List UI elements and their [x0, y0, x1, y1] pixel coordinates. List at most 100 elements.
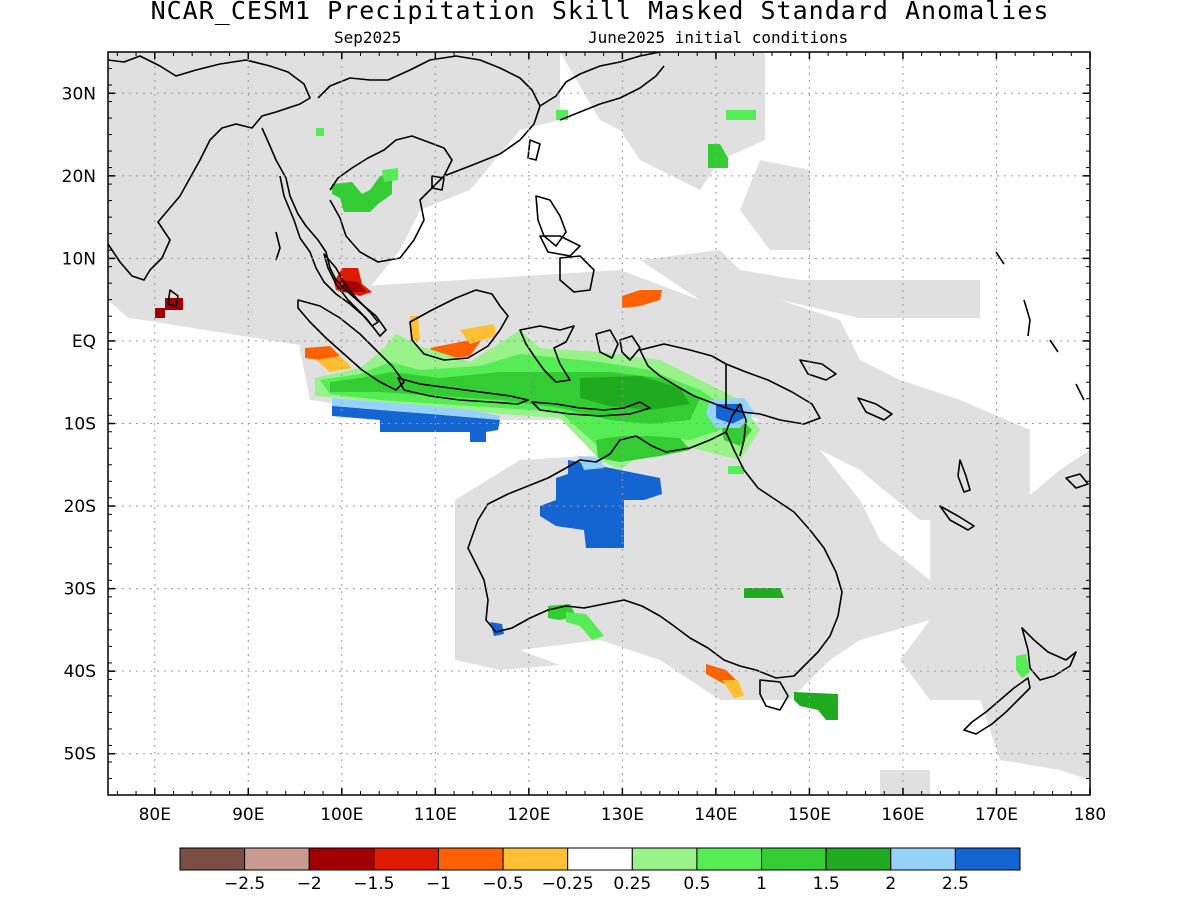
colorbar-label: 2 — [885, 874, 896, 894]
lon-tick-label: 100E — [320, 805, 363, 825]
anomaly-dry-tasmania-west-2 — [722, 680, 744, 698]
lat-tick-label: 20S — [64, 497, 96, 517]
mask-north-pacific — [740, 160, 810, 250]
coast-new-caledonia — [939, 505, 975, 531]
coast-china — [317, 55, 541, 177]
colorbar-swatch — [825, 847, 892, 871]
colorbar-label: −1.5 — [353, 874, 394, 894]
coast-andaman — [275, 231, 281, 261]
coast-malay-peninsula — [323, 253, 379, 327]
colorbar-swatch — [308, 847, 375, 871]
anomaly-dry-borneo-west — [410, 316, 420, 342]
anomaly-very-wet-nw-australia — [540, 460, 662, 548]
anomaly-wet-indochina — [332, 176, 392, 212]
anomaly-wet-north-australia — [596, 436, 690, 462]
colorbar-swatch — [890, 847, 956, 871]
coast-halmahera — [619, 335, 641, 361]
coast-philippines-visayas — [539, 235, 581, 257]
colorbar-swatch — [954, 847, 1021, 871]
coast-australia — [467, 431, 843, 679]
lat-tick-label: 10N — [62, 249, 96, 269]
lon-tick-label: 80E — [139, 805, 171, 825]
map-title: NCAR_CESM1 Precipitation Skill Masked St… — [150, 0, 1050, 25]
anomaly-dry-borneo-south-2 — [460, 324, 496, 344]
colorbar-swatch — [244, 847, 310, 871]
colorbar-label: −0.25 — [542, 874, 594, 894]
coast-solomons — [857, 397, 893, 421]
coast-india — [108, 55, 311, 281]
colorbar-label: 1.5 — [813, 874, 840, 894]
colorbar-swatch — [373, 847, 439, 871]
lon-tick-label: 120E — [507, 805, 550, 825]
coast-vanuatu — [957, 459, 971, 493]
axis-ticks: 80E 90E 100E 110E 120E 130E 140E 150E 160E 170E 18… — [62, 51, 1106, 825]
anomaly-wet-south-china — [382, 168, 398, 182]
anomaly-wet-east-australia — [744, 588, 784, 598]
coast-new-guinea — [639, 343, 821, 425]
coast-nz-south — [963, 677, 1031, 735]
anomaly-wet-new-south-wales — [794, 692, 838, 720]
mask-east-asia — [560, 52, 765, 190]
lat-tick-label: 20N — [62, 167, 96, 187]
coast-micronesia — [995, 251, 1085, 401]
coast-sulawesi — [519, 325, 575, 383]
colorbar-label: −2 — [297, 874, 322, 894]
colorbar-swatch — [696, 847, 763, 871]
colorbar-swatch — [567, 847, 633, 871]
coast-sumatra — [297, 299, 405, 391]
lon-tick-label: 180 — [1074, 805, 1106, 825]
anomaly-dry-tasmania-west — [706, 664, 736, 684]
anomaly-very-wet-kimberley-light — [578, 456, 604, 470]
coast-fiji — [1065, 473, 1089, 489]
coast-maluku — [595, 329, 619, 359]
anomaly-wet-queensland — [728, 466, 744, 474]
mask-western-pacific — [640, 250, 980, 318]
anomaly-wet-timor — [580, 376, 690, 410]
anomaly-wet-bangladesh — [316, 128, 324, 136]
coast-philippines-mindanao — [559, 255, 595, 293]
lat-tick-label: 10S — [64, 415, 96, 435]
colorbar-swatch — [631, 847, 698, 871]
coast-japan-south — [559, 65, 665, 121]
lon-tick-label: 130E — [601, 805, 644, 825]
colorbar-label: 1 — [756, 874, 767, 894]
colorbar-swatch — [437, 847, 504, 871]
coast-nz-north — [1021, 627, 1077, 681]
anomaly-dry-sumatra-west — [305, 346, 340, 360]
anomaly-wet-taiwan-east — [708, 144, 728, 168]
anomaly-dry-sumatra-west-2 — [316, 356, 352, 372]
coast-lesser-sundas — [531, 401, 651, 417]
lon-tick-label: 110E — [414, 805, 457, 825]
mask-south-ocean-patch — [880, 770, 930, 795]
colorbar-label: −2.5 — [224, 874, 265, 894]
colorbar-label: 2.5 — [942, 874, 969, 894]
lat-tick-label: 30N — [62, 84, 96, 104]
colorbar-label: 0.5 — [683, 874, 710, 894]
colorbar-swatch — [502, 847, 569, 871]
anomaly-wet-sw-australia-2 — [566, 612, 604, 640]
lon-tick-label: 90E — [232, 805, 264, 825]
anomaly-wet-okinawa — [726, 110, 756, 120]
coast-tasmania — [759, 679, 789, 711]
lat-tick-label: EQ — [72, 332, 96, 352]
colorbar: −2.5 −2 −1.5 −1 −0.5 −0.25 0.25 0.5 1 1.5 2 2.5 — [179, 847, 1021, 894]
coast-java — [397, 377, 529, 405]
anomaly-dry-malay-core — [340, 280, 366, 292]
coast-cape-york — [725, 403, 747, 457]
coast-philippines-luzon — [535, 195, 567, 247]
colorbar-label: 0.25 — [613, 874, 651, 894]
lon-tick-label: 160E — [881, 805, 924, 825]
lon-tick-label: 140E — [694, 805, 737, 825]
coast-bismarck — [799, 359, 837, 381]
anomaly-wet-new-zealand — [1016, 654, 1030, 678]
lat-tick-label: 50S — [64, 745, 96, 765]
graticule — [108, 52, 1090, 795]
anomaly-dry-philippine-sea — [622, 290, 662, 308]
initial-conditions-label: June2025 initial conditions — [588, 28, 849, 47]
coast-taiwan — [527, 139, 541, 161]
mask-south-australia-shelf — [455, 620, 560, 670]
anomaly-very-wet-sw-tip — [490, 622, 504, 636]
colorbar-swatch — [179, 847, 246, 871]
lat-tick-label: 40S — [64, 662, 96, 682]
